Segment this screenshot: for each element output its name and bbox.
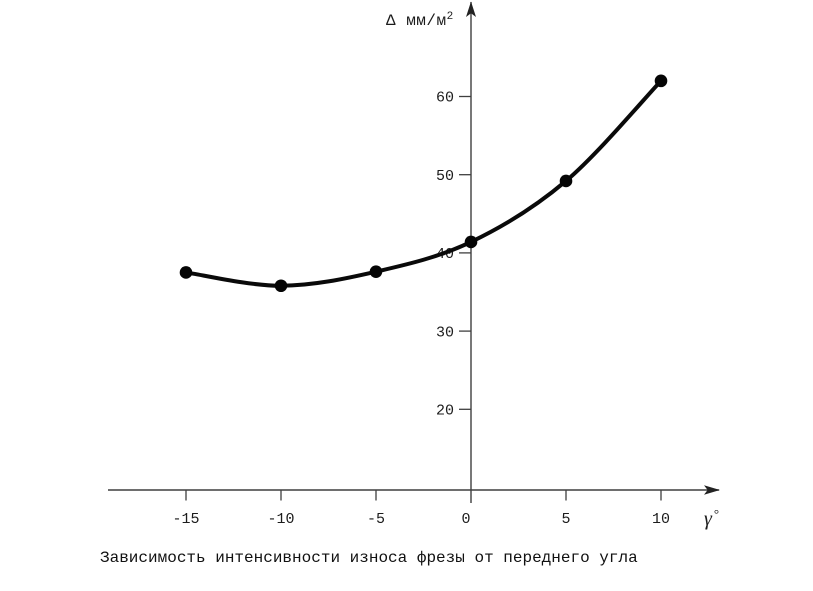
x-tick-label: -15: [172, 511, 199, 528]
y-tick-label: 50: [436, 168, 454, 185]
y-axis-arrowhead: [466, 1, 476, 17]
y-tick-label: 20: [436, 403, 454, 420]
y-axis-unit-superscript: 2: [446, 11, 454, 23]
x-axis-unit-label: γ °: [704, 506, 719, 531]
degree-symbol: °: [713, 506, 720, 521]
x-tick-label: -5: [367, 511, 385, 528]
y-axis-unit-text: Δ мм/м: [386, 12, 447, 30]
data-point: [369, 265, 383, 278]
data-curve: [184, 78, 663, 288]
x-tick-label: 10: [652, 511, 670, 528]
figure-caption: Зависимость интенсивности износа фрезы о…: [100, 549, 638, 567]
x-tick-label: -10: [267, 511, 294, 528]
x-axis-unit-text: γ: [704, 508, 712, 530]
y-axis-unit-label: Δ мм/м2: [386, 11, 453, 30]
data-point: [559, 174, 573, 188]
y-tick-label: 60: [436, 90, 454, 107]
data-point: [274, 279, 288, 293]
data-point: [654, 74, 668, 88]
data-point: [179, 266, 193, 279]
x-tick-label: 0: [461, 511, 470, 528]
x-tick-label: 5: [561, 511, 570, 528]
data-point: [464, 235, 478, 249]
x-axis-arrowhead: [704, 485, 720, 495]
y-tick-label: 30: [436, 324, 454, 341]
